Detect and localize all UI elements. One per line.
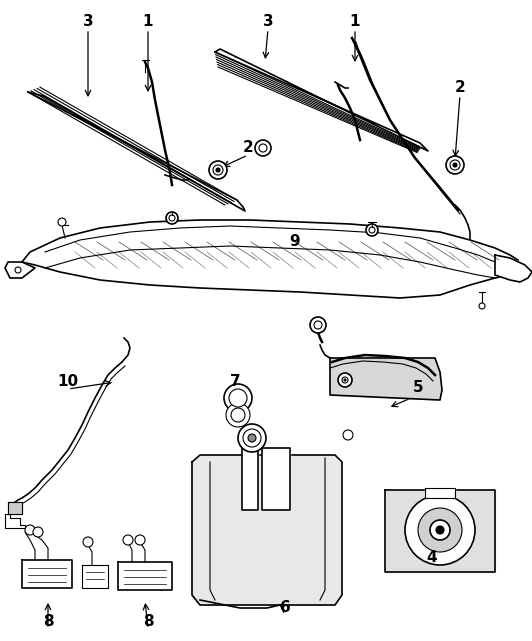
Circle shape [15,267,21,273]
Polygon shape [118,562,172,590]
Circle shape [418,508,462,552]
Text: 2: 2 [243,140,253,156]
Text: 3: 3 [263,15,273,29]
Polygon shape [242,438,258,510]
Text: 10: 10 [57,374,79,390]
Circle shape [369,227,375,233]
Polygon shape [22,220,518,298]
Circle shape [259,144,267,152]
Circle shape [213,165,223,175]
Polygon shape [330,358,442,400]
Circle shape [209,161,227,179]
Text: 1: 1 [350,15,360,29]
Circle shape [248,434,256,442]
Text: 7: 7 [230,374,240,390]
Text: 5: 5 [413,381,423,395]
Text: 1: 1 [143,15,153,29]
Circle shape [166,212,178,224]
Text: 6: 6 [280,601,290,615]
Text: 3: 3 [82,15,93,29]
Circle shape [224,384,252,412]
Circle shape [135,535,145,545]
Circle shape [343,430,353,440]
Text: 8: 8 [43,615,53,629]
Text: 4: 4 [427,551,437,565]
Circle shape [169,215,175,221]
Polygon shape [82,565,108,588]
Circle shape [366,224,378,236]
Circle shape [25,525,35,535]
Circle shape [450,160,460,170]
Circle shape [238,424,266,452]
Circle shape [226,403,250,427]
Circle shape [314,321,322,329]
Circle shape [479,303,485,309]
Circle shape [436,526,444,534]
Polygon shape [262,448,290,510]
Circle shape [229,389,247,407]
Circle shape [453,163,457,167]
Polygon shape [22,560,72,588]
Polygon shape [5,262,35,278]
Circle shape [243,429,261,447]
Circle shape [310,317,326,333]
Polygon shape [425,488,455,498]
Polygon shape [8,502,22,514]
Circle shape [58,218,66,226]
Text: 9: 9 [290,235,300,249]
Polygon shape [385,490,495,572]
Circle shape [342,377,348,383]
Polygon shape [5,514,25,528]
Text: 2: 2 [455,81,466,96]
Circle shape [33,527,43,537]
Circle shape [83,537,93,547]
Circle shape [430,520,450,540]
Circle shape [255,140,271,156]
Polygon shape [495,255,532,282]
Circle shape [405,495,475,565]
Circle shape [338,373,352,387]
Circle shape [231,408,245,422]
Polygon shape [192,455,342,605]
Circle shape [446,156,464,174]
Circle shape [123,535,133,545]
Text: 8: 8 [143,615,153,629]
Circle shape [216,168,220,172]
Circle shape [344,379,346,381]
